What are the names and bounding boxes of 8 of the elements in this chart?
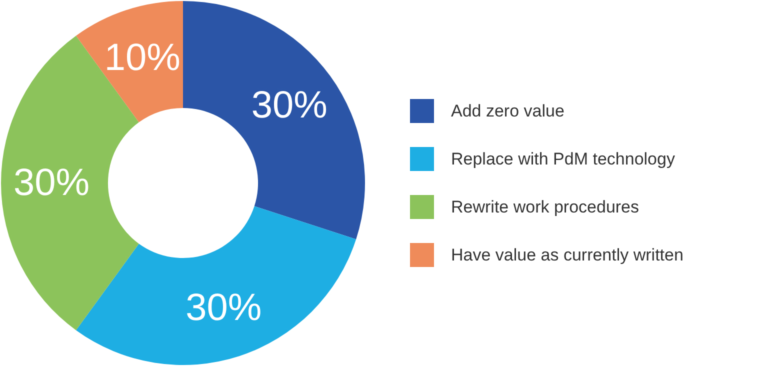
data-label: 30% [251, 84, 328, 127]
legend-label: Replace with PdM technology [451, 150, 676, 168]
legend-label: Rewrite work procedures [451, 198, 640, 216]
legend-label: Add zero value [451, 102, 564, 120]
legend-label: Have value as currently written [451, 246, 684, 264]
data-label: 30% [13, 162, 90, 204]
data-label: 10% [104, 36, 180, 79]
data-label: 30% [186, 287, 262, 330]
